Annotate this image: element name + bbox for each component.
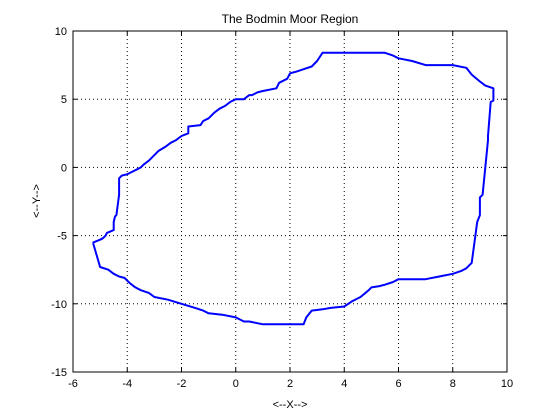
y-tick-label: 0 — [61, 162, 67, 174]
y-tick-label: -5 — [57, 231, 67, 243]
plot-area — [73, 31, 507, 372]
x-tick-label: 2 — [287, 378, 293, 390]
chart-title: The Bodmin Moor Region — [222, 12, 359, 26]
region-boundary-line — [92, 51, 495, 326]
x-tick-label: -6 — [68, 378, 78, 390]
x-tick-label: 0 — [233, 378, 239, 390]
series-layer — [92, 51, 495, 326]
y-tick-label: -15 — [51, 367, 67, 379]
x-tick-label: 6 — [395, 378, 401, 390]
tick-layer: -6 -4 -2 0 2 4 6 8 10 -15 -10 -5 0 5 10 — [51, 26, 513, 390]
x-axis-label: <--X--> — [273, 399, 308, 411]
x-tick-label: -2 — [177, 378, 187, 390]
y-tick-label: -10 — [51, 299, 67, 311]
x-tick-label: 8 — [450, 378, 456, 390]
x-tick-label: -4 — [122, 378, 132, 390]
x-tick-label: 10 — [501, 378, 513, 390]
y-tick-label: 10 — [55, 26, 67, 38]
grid-lines — [73, 31, 507, 372]
x-tick-label: 4 — [341, 378, 347, 390]
y-axis-label: <--Y--> — [31, 184, 43, 218]
y-tick-label: 5 — [61, 94, 67, 106]
